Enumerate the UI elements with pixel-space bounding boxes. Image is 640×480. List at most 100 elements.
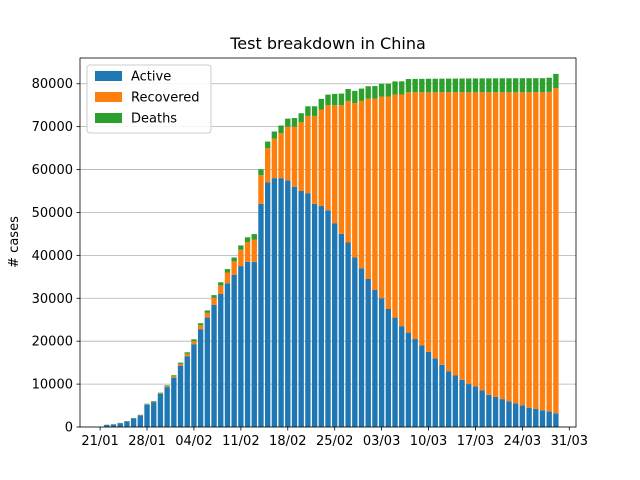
bar-deaths [164, 385, 170, 387]
bar-recovered [258, 175, 264, 204]
bar-deaths [258, 169, 264, 176]
bar-recovered [499, 92, 505, 400]
bar-deaths [445, 78, 452, 93]
bar-deaths [332, 93, 338, 106]
bar-deaths [318, 98, 324, 110]
bar-recovered [264, 148, 271, 183]
bar-active [197, 329, 204, 427]
bar-active [506, 401, 512, 427]
bar-deaths [412, 78, 418, 93]
bar-recovered [486, 92, 492, 395]
bar-active [466, 384, 472, 427]
bar-recovered [546, 91, 552, 412]
bar-active [412, 339, 418, 427]
bar-active [191, 344, 197, 427]
bar-deaths [264, 141, 271, 149]
y-tick-label: 50000 [32, 206, 73, 221]
x-tick-label: 21/01 [81, 434, 118, 449]
bar-recovered [285, 126, 291, 181]
bar-deaths [526, 78, 532, 93]
bar-deaths [419, 78, 425, 93]
bar-deaths [177, 362, 184, 364]
x-tick-label: 03/03 [363, 434, 400, 449]
bar-active [405, 332, 412, 427]
bars-layer [104, 73, 559, 427]
bar-recovered [231, 261, 237, 275]
y-tick-label: 70000 [32, 120, 73, 135]
x-tick-label: 24/03 [504, 434, 541, 449]
bar-recovered [512, 92, 519, 404]
bar-active [164, 387, 170, 427]
bar-active [305, 193, 311, 427]
bar-recovered [466, 92, 472, 385]
bar-active [385, 309, 392, 427]
bar-deaths [171, 375, 177, 377]
bar-active [365, 278, 371, 427]
bar-recovered [479, 92, 485, 391]
bar-deaths [352, 90, 358, 104]
bar-recovered [184, 353, 190, 357]
bar-deaths [291, 118, 298, 127]
bar-recovered [311, 115, 318, 204]
bar-active [338, 233, 345, 427]
bar-deaths [238, 245, 244, 250]
bar-active [539, 410, 546, 427]
chart-title: Test breakdown in China [229, 34, 426, 53]
bar-deaths [325, 94, 331, 106]
bar-deaths [492, 78, 499, 93]
bar-deaths [358, 88, 365, 101]
bar-active [285, 180, 291, 427]
bar-active [104, 424, 110, 427]
y-tick-label: 10000 [32, 378, 73, 393]
bar-deaths [224, 269, 231, 273]
bar-deaths [486, 78, 492, 93]
x-tick-label: 31/03 [551, 434, 588, 449]
bar-active [445, 371, 452, 427]
plot-frame [79, 57, 577, 428]
legend-swatch-deaths [95, 113, 122, 123]
bar-recovered [358, 100, 365, 269]
bar-recovered [298, 122, 304, 192]
bar-deaths [378, 83, 385, 97]
bar-deaths [365, 86, 371, 99]
bar-recovered [251, 239, 257, 262]
bar-recovered [553, 88, 559, 414]
bar-recovered [425, 92, 432, 352]
bar-recovered [204, 312, 211, 318]
bar-active [553, 413, 559, 427]
bar-recovered [419, 92, 425, 346]
bar-active [251, 261, 257, 427]
bar-recovered [151, 401, 157, 403]
bar-active [325, 210, 331, 427]
bar-active [358, 268, 365, 427]
bar-active [472, 386, 479, 427]
bar-deaths [425, 78, 432, 93]
bar-deaths [204, 310, 211, 313]
axes-layer: 0 10000 20000 30000 40000 50000 60000 70000 8000… [32, 57, 588, 449]
legend-label-active: Active [131, 70, 171, 85]
bar-recovered [218, 285, 224, 294]
x-tick-label: 17/03 [457, 434, 494, 449]
bar-recovered [405, 92, 412, 333]
y-tick-label: 60000 [32, 163, 73, 178]
bar-recovered [533, 92, 539, 409]
legend-label-recovered: Recovered [131, 91, 200, 106]
y-axis-label: # cases [7, 216, 22, 268]
bar-deaths [251, 234, 257, 240]
bar-recovered [385, 96, 392, 310]
bar-active [318, 206, 324, 427]
x-tick-label: 10/03 [410, 434, 447, 449]
y-tick-label: 20000 [32, 335, 73, 350]
bar-recovered [439, 92, 445, 365]
legend-swatch-active [95, 71, 122, 81]
bar-deaths [244, 237, 251, 243]
bar-active [378, 298, 385, 427]
bar-deaths [392, 81, 398, 95]
bar-active [291, 186, 298, 427]
y-tick-label: 40000 [32, 249, 73, 264]
bar-active [124, 421, 130, 427]
bar-active [110, 424, 117, 427]
bar-recovered [399, 94, 405, 327]
bar-recovered [506, 92, 512, 402]
bar-deaths [372, 86, 378, 99]
